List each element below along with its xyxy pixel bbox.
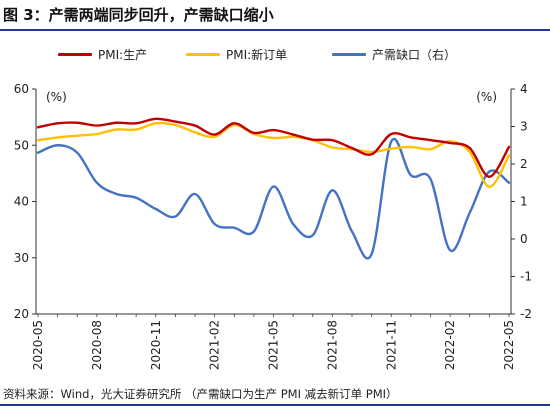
series-line-gap <box>36 137 511 260</box>
right-tick-label: -1 <box>520 270 532 284</box>
x-tick-label: 2021-08 <box>325 320 339 370</box>
x-tick-label: 2022-02 <box>443 320 457 370</box>
legend: PMI:生产 PMI:新订单 产需缺口（右） <box>0 46 550 66</box>
left-tick-label: 30 <box>14 251 29 265</box>
legend-item-new-orders: PMI:新订单 <box>186 46 287 63</box>
x-tick-label: 2020-05 <box>31 320 45 370</box>
right-tick-label: 0 <box>520 232 528 246</box>
right-tick-label: 1 <box>520 195 528 209</box>
legend-label-new-orders: PMI:新订单 <box>226 48 288 62</box>
bottom-rule <box>0 404 550 406</box>
right-axis-unit: (%) <box>476 90 497 104</box>
left-tick-label: 40 <box>14 195 29 209</box>
right-tick-label: 2 <box>520 157 528 171</box>
legend-swatch-new-orders <box>186 53 220 56</box>
legend-label-production: PMI:生产 <box>98 48 148 62</box>
legend-item-production: PMI:生产 <box>58 46 147 63</box>
series-line-production <box>36 117 511 178</box>
x-tick-label: 2020-11 <box>149 320 163 370</box>
legend-swatch-production <box>58 53 92 56</box>
series-line-new-orders <box>36 121 511 189</box>
x-tick-label: 2022-05 <box>502 320 516 370</box>
x-tick-label: 2021-11 <box>384 320 398 370</box>
left-axis-unit: (%) <box>46 90 67 104</box>
left-tick-label: 50 <box>14 138 29 152</box>
figure-title: 图 3：产需两端同步回升，产需缺口缩小 <box>3 6 274 24</box>
legend-item-gap: 产需缺口（右） <box>332 46 456 63</box>
x-tick-label: 2021-02 <box>208 320 222 370</box>
x-tick-label: 2020-08 <box>90 320 104 370</box>
title-rule <box>0 29 550 31</box>
x-tick-label: 2021-05 <box>267 320 281 370</box>
source-note: 资料来源：Wind，光大证券研究所 （产需缺口为生产 PMI 减去新订单 PMI… <box>3 387 398 401</box>
right-tick-label: 3 <box>520 120 528 134</box>
left-tick-label: 60 <box>14 82 29 96</box>
left-tick-label: 20 <box>14 307 29 321</box>
right-tick-label: 4 <box>520 82 528 96</box>
legend-label-gap: 产需缺口（右） <box>372 48 457 62</box>
legend-swatch-gap <box>332 53 366 56</box>
right-tick-label: -2 <box>520 307 532 321</box>
